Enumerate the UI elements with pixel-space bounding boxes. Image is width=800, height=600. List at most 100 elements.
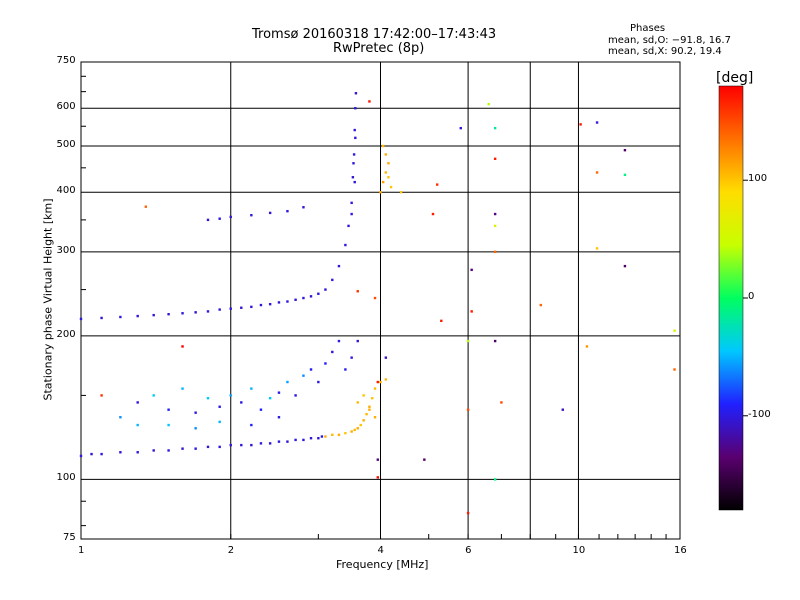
data-point [167, 449, 170, 452]
data-point [181, 312, 184, 315]
data-point [376, 476, 379, 479]
data-point [79, 317, 83, 321]
colorbar-tick-label: -100 [748, 408, 771, 420]
y-tick-label: 600 [56, 101, 76, 113]
data-point [347, 224, 350, 228]
data-point [623, 173, 627, 177]
data-point [623, 148, 627, 152]
data-point [302, 296, 305, 300]
y-tick-label: 400 [56, 185, 76, 197]
data-point [466, 339, 470, 343]
data-point [623, 264, 627, 268]
data-point [435, 183, 439, 186]
data-point [376, 458, 379, 461]
chart-title-line1: Tromsø 20160318 17:42:00–17:43:43 [252, 27, 497, 42]
data-point [136, 401, 139, 404]
data-point [286, 209, 289, 213]
data-point [218, 405, 221, 408]
data-point [250, 423, 253, 427]
data-point [384, 378, 388, 381]
y-tick-label: 200 [56, 328, 76, 340]
data-point [371, 396, 374, 400]
data-point [194, 311, 197, 314]
data-point [229, 215, 232, 219]
data-point [100, 394, 103, 397]
data-point [561, 408, 564, 411]
data-point [136, 451, 139, 454]
data-point [350, 212, 353, 216]
data-point [362, 419, 365, 422]
data-point [277, 301, 281, 304]
data-point [356, 339, 359, 343]
colorbar-label: [deg] [716, 70, 754, 86]
data-point [167, 312, 170, 316]
data-point [79, 454, 83, 458]
data-point [487, 102, 490, 106]
data-point [351, 176, 355, 179]
data-point [585, 345, 589, 348]
data-point [356, 401, 359, 404]
data-point [595, 121, 599, 124]
data-point [470, 268, 473, 272]
colorbar-ticks [743, 179, 748, 417]
data-point [362, 394, 365, 397]
data-point [493, 157, 497, 161]
data-point [240, 443, 243, 447]
data-point [331, 278, 334, 282]
data-point [302, 438, 305, 442]
data-point [136, 423, 139, 427]
data-point [268, 302, 272, 306]
data-point [320, 435, 324, 438]
data-point [579, 123, 582, 126]
data-point [353, 128, 356, 132]
y-axis-label: Stationary phase Virtual Height [km] [41, 198, 55, 401]
data-point [206, 445, 210, 449]
data-point [152, 313, 155, 317]
data-point [344, 431, 347, 435]
data-point [277, 440, 281, 443]
data-point [309, 368, 313, 371]
x-tick-label: 16 [674, 545, 687, 556]
data-point [218, 445, 221, 449]
data-point [466, 511, 470, 515]
data-point [431, 212, 435, 216]
data-point [337, 433, 341, 437]
data-point [181, 387, 184, 390]
data-point [194, 447, 197, 450]
data-point [493, 224, 497, 228]
data-point [350, 201, 353, 205]
data-point [359, 423, 362, 427]
data-point [119, 416, 122, 419]
phases-heading: Phases [630, 23, 666, 34]
data-point [206, 310, 210, 313]
data-point [353, 428, 356, 432]
data-point [250, 214, 253, 217]
data-point [324, 288, 327, 291]
data-point [379, 191, 382, 194]
data-point [350, 430, 353, 433]
data-point [286, 380, 289, 384]
data-point [240, 401, 243, 404]
data-point [500, 401, 503, 404]
data-point [352, 153, 356, 156]
x-axis-label: Frequency [MHz] [336, 558, 429, 571]
data-point [229, 307, 232, 310]
data-point [376, 380, 379, 384]
data-point [286, 440, 289, 443]
data-point [387, 162, 390, 165]
data-point [181, 447, 184, 450]
data-point [423, 458, 426, 461]
data-point [90, 452, 93, 456]
data-point [167, 423, 170, 427]
data-point [373, 387, 377, 390]
data-point [302, 374, 305, 377]
phases-line-x: mean, sd,X: 90.2, 19.4 [608, 46, 722, 57]
data-point [294, 438, 297, 442]
data-point [493, 478, 497, 481]
data-point [277, 391, 281, 394]
data-point [136, 314, 139, 318]
data-point [344, 368, 347, 371]
data-point [493, 212, 497, 216]
data-point [294, 298, 297, 301]
data-point [317, 292, 320, 295]
